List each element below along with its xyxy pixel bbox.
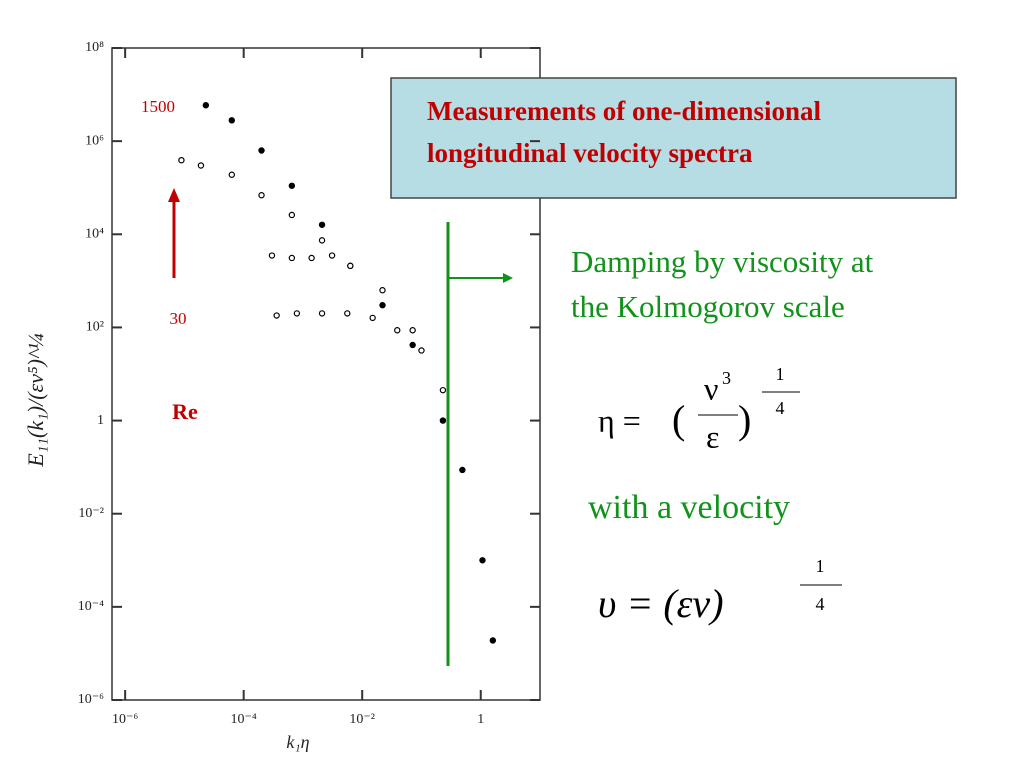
points <box>178 102 497 644</box>
data-point <box>228 171 235 178</box>
data-point <box>178 156 185 164</box>
re-label: Re <box>172 399 198 424</box>
data-point <box>202 102 210 109</box>
data-point <box>288 182 296 189</box>
data-point <box>379 302 386 309</box>
data-point <box>293 310 301 317</box>
data-point <box>308 254 315 262</box>
v-exp-num: 1 <box>816 556 825 576</box>
y-tick-label: 10⁶ <box>85 133 104 148</box>
data-point <box>197 162 205 169</box>
eta-open: ( <box>672 397 685 442</box>
title-box <box>390 77 957 199</box>
re-arrowhead <box>168 188 180 202</box>
eta-exp-num: 1 <box>776 364 785 384</box>
kolmogorov-arrowhead <box>503 273 513 283</box>
data-point <box>258 192 265 199</box>
data-point <box>318 310 326 317</box>
data-point <box>418 347 425 354</box>
data-point <box>273 312 280 319</box>
y-tick-label: 1 <box>97 413 104 428</box>
x-tick-label: 10⁻⁶ <box>112 712 138 727</box>
box-line: longitudinal velocity spectra <box>427 138 753 168</box>
data-point <box>439 386 447 394</box>
damping-line: the Kolmogorov scale <box>571 289 845 324</box>
y-tick-label: 10⁻⁴ <box>78 599 104 614</box>
re-low: 30 <box>170 309 187 328</box>
eta-den: ε <box>706 418 719 454</box>
x-tick-label: 10⁻⁴ <box>231 712 257 727</box>
data-point <box>459 466 466 474</box>
data-point <box>228 117 235 124</box>
eta-exp-den: 4 <box>776 398 785 418</box>
y-tick-label: 10⁻⁶ <box>78 692 104 707</box>
y-axis-label: E₁₁(k₁)/(εν⁵)^¼ <box>23 333 48 467</box>
data-point <box>489 637 497 644</box>
data-point <box>394 327 401 334</box>
data-point <box>318 237 326 244</box>
re-high: 1500 <box>141 97 175 116</box>
data-point <box>288 254 296 262</box>
data-point <box>479 557 486 564</box>
data-point <box>258 147 265 154</box>
eta-num-exp: 3 <box>722 368 731 388</box>
data-point <box>409 341 416 349</box>
data-point <box>328 252 336 259</box>
data-point <box>344 310 351 317</box>
eta-close: ) <box>738 397 751 442</box>
box-line: Measurements of one-dimensional <box>427 96 821 126</box>
data-point <box>409 327 416 334</box>
velocity-text: with a velocity <box>588 489 790 526</box>
data-point <box>268 252 276 259</box>
data-point <box>369 314 376 322</box>
damping-line: Damping by viscosity at <box>571 244 874 279</box>
eta-lhs: η = <box>598 402 641 438</box>
x-tick-label: 1 <box>477 712 484 727</box>
y-tick-label: 10⁴ <box>85 227 104 242</box>
y-tick-label: 10² <box>86 320 104 335</box>
data-point <box>379 287 386 294</box>
data-point <box>439 417 447 424</box>
data-point <box>318 221 326 228</box>
x-axis-label: k₁η <box>286 732 309 752</box>
y-tick-label: 10⁻² <box>78 506 104 521</box>
data-point <box>347 262 354 270</box>
v-lhs: υ = (εν) <box>598 581 724 626</box>
eta-num: ν <box>704 370 718 406</box>
x-tick-label: 10⁻² <box>349 712 375 727</box>
v-exp-den: 4 <box>816 594 825 614</box>
data-point <box>288 211 296 219</box>
y-tick-label: 10⁸ <box>85 40 104 55</box>
plot-frame <box>111 47 541 701</box>
